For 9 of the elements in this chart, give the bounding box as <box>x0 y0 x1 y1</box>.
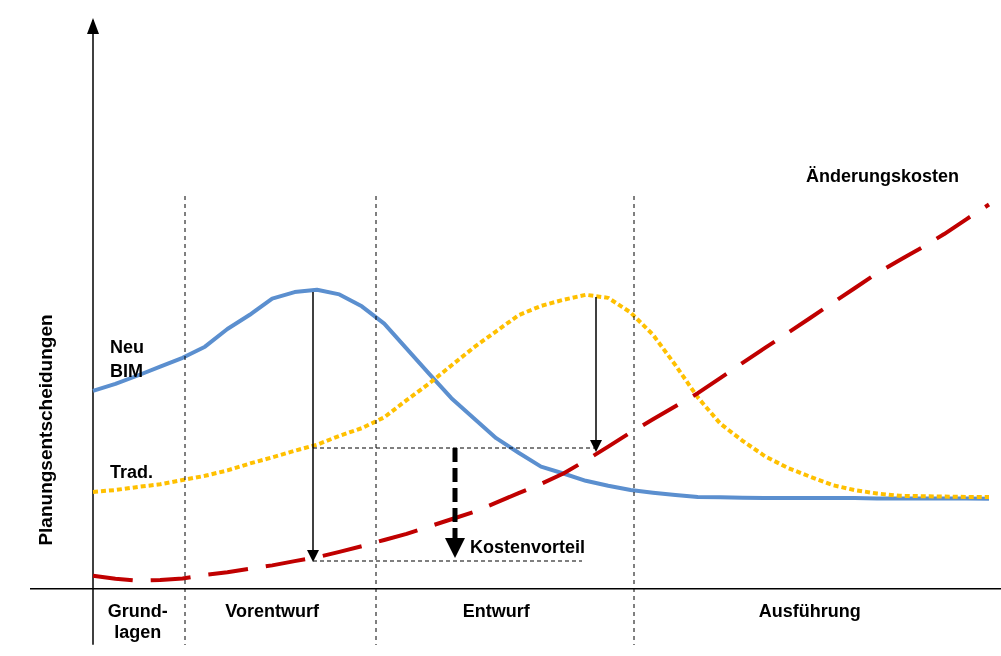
series-label: Neu BIM <box>110 336 145 381</box>
y-axis-title: Planungsentscheidungen <box>35 314 57 546</box>
series-label: Änderungskosten <box>805 166 959 187</box>
series-label: Trad. <box>110 461 154 482</box>
x-tick-label: Entwurf <box>462 600 531 621</box>
x-tick-label: Ausführung <box>758 600 861 621</box>
annotation: Kostenvorteil <box>470 537 586 557</box>
x-tick-label: Vorentwurf <box>225 600 321 621</box>
x-tick-label: Grund- lagen <box>107 600 168 643</box>
